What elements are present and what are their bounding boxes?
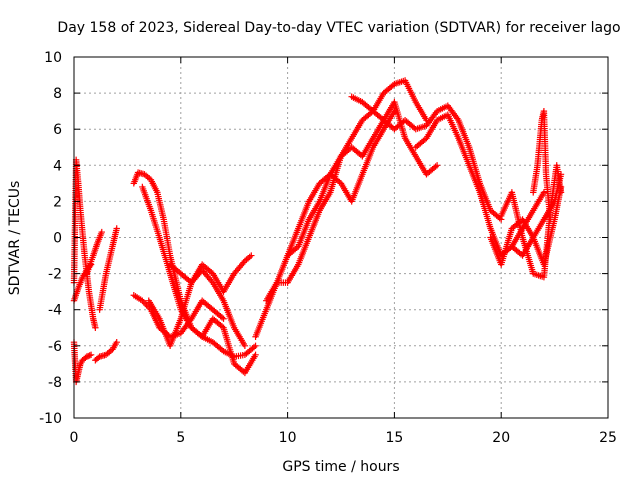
data-point xyxy=(83,353,91,360)
series-track-p xyxy=(412,111,548,259)
x-tick-label: 20 xyxy=(492,430,510,446)
data-point xyxy=(218,323,226,330)
data-point xyxy=(142,300,149,307)
data-point xyxy=(220,315,227,322)
series-track-s xyxy=(530,107,554,223)
x-tick-label: 5 xyxy=(176,430,185,446)
x-tick-label: 0 xyxy=(70,430,79,446)
x-tick-label: 10 xyxy=(279,430,297,446)
data-point xyxy=(140,298,147,306)
x-tick-label: 15 xyxy=(385,430,403,446)
x-axis-label: GPS time / hours xyxy=(282,459,399,475)
series-track-a xyxy=(70,156,99,331)
data-point xyxy=(92,324,99,331)
y-tick-label: -10 xyxy=(39,411,62,427)
y-tick-label: -4 xyxy=(48,303,62,319)
data-point xyxy=(250,343,258,351)
series-track-f xyxy=(96,225,120,313)
data-point xyxy=(218,314,226,321)
data-point xyxy=(433,162,441,169)
grid-lines xyxy=(74,57,608,418)
data-point xyxy=(547,216,554,223)
data-point xyxy=(540,189,548,196)
y-tick-label: -6 xyxy=(48,339,62,355)
y-tick-label: 0 xyxy=(53,231,62,247)
data-point xyxy=(98,228,105,236)
data-point xyxy=(252,342,259,349)
data-point xyxy=(85,352,92,360)
series-track-j xyxy=(145,252,255,349)
data-point xyxy=(143,301,150,309)
y-tick-label: 4 xyxy=(53,158,62,174)
y-tick-label: 8 xyxy=(53,86,62,102)
data-point xyxy=(389,82,397,89)
y-tick-label: -2 xyxy=(48,267,62,283)
series-track-l xyxy=(252,77,430,340)
x-tick-label: 25 xyxy=(599,430,617,446)
data-point xyxy=(432,163,439,170)
data-point xyxy=(87,351,95,359)
data-point xyxy=(248,252,255,259)
data-point xyxy=(86,352,93,359)
data-point xyxy=(241,342,249,349)
y-axis-label: SDTVAR / TECUs xyxy=(7,181,23,296)
data-point xyxy=(139,297,146,304)
series-track-e xyxy=(92,338,120,364)
y-tick-labels: -10 -8 -6 -4 -2 0 2 4 6 8 10 xyxy=(39,50,62,427)
y-tick-label: 6 xyxy=(53,122,62,138)
data-point xyxy=(557,189,565,196)
series-track-h xyxy=(139,183,259,377)
data-point xyxy=(252,351,259,359)
data-point xyxy=(113,225,120,232)
y-tick-label: 10 xyxy=(44,50,62,66)
data-point xyxy=(113,338,120,346)
data-point xyxy=(391,107,398,115)
series-track-o xyxy=(348,93,505,223)
chart-title: Day 158 of 2023, Sidereal Day-to-day VTE… xyxy=(57,20,620,36)
data-point xyxy=(293,244,300,252)
series-track-k xyxy=(166,261,249,349)
y-tick-label: -8 xyxy=(48,375,62,391)
data-points xyxy=(70,77,565,386)
series-track-n xyxy=(284,107,398,259)
series-track-t xyxy=(508,171,565,259)
data-point xyxy=(557,171,565,178)
series-track-m xyxy=(263,98,441,304)
data-point xyxy=(218,346,226,354)
tick-marks xyxy=(73,56,609,419)
y-tick-label: 2 xyxy=(53,194,62,210)
x-tick-labels: 0 5 10 15 20 25 xyxy=(70,430,617,446)
series-track-d xyxy=(83,228,105,277)
